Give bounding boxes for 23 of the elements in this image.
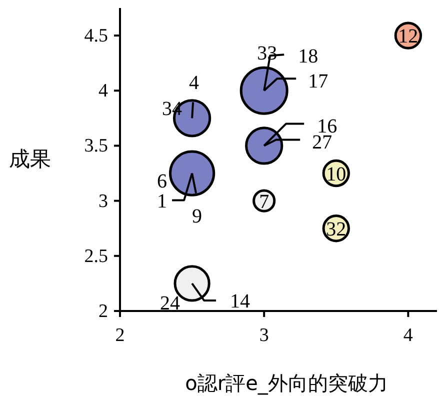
y-tick-label: 4 [98, 80, 108, 102]
y-tick-label: 3 [98, 190, 108, 212]
y-tick-label: 3.5 [84, 136, 108, 157]
annotation: 6 [157, 170, 168, 192]
annotation: 12 [398, 26, 418, 48]
annotation: 24 [160, 292, 180, 314]
y-tick-label: 4.5 [84, 26, 108, 47]
annotation: 18 [298, 46, 318, 68]
annotation: 1 [157, 190, 168, 212]
annotation: 7 [259, 190, 270, 213]
x-axis-title: o認r評e_外向的突破力 [185, 371, 388, 395]
y-axis-title: 成果 [9, 147, 51, 171]
x-tick-label: 4 [403, 325, 414, 346]
y-tick-label: 2 [98, 301, 108, 322]
x-tick-label: 2 [115, 325, 125, 346]
x-tick-label: 3 [259, 325, 269, 346]
annotation: 9 [192, 205, 202, 228]
annotation: 14 [230, 290, 250, 312]
annotation: 32 [326, 218, 346, 240]
annotation: 17 [308, 70, 328, 93]
y-tick-label: 2.5 [84, 246, 108, 267]
annotation: 4 [189, 72, 200, 94]
annotation: 10 [326, 163, 346, 186]
